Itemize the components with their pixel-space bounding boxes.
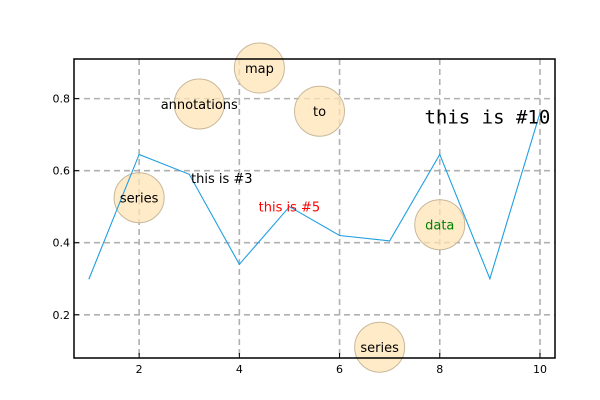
data-point	[539, 112, 541, 114]
data-point	[489, 278, 491, 280]
annotation-bubble	[233, 42, 285, 94]
y-tick-label: 0.6	[53, 165, 71, 178]
annotation-label: to	[313, 105, 326, 120]
annotation-bubble	[354, 321, 406, 373]
data-point	[88, 278, 90, 280]
y-tick-label: 0.2	[53, 309, 71, 322]
annotation-label: this is #3	[191, 172, 253, 187]
tick-layer: 2 4 6 8 10 0.2 0.4 0.6 0.8	[53, 93, 547, 376]
data-point	[238, 263, 240, 265]
data-point	[389, 240, 391, 242]
data-point	[138, 153, 140, 156]
annotation-layer: series annotations map to series data this is …	[120, 62, 550, 356]
bubble-layer	[113, 42, 466, 373]
annotation-label: this is #10	[424, 107, 550, 129]
y-tick-label: 0.4	[53, 237, 71, 250]
annotation-label: series	[120, 192, 159, 207]
data-point	[338, 234, 341, 237]
x-tick-label: 8	[436, 363, 443, 376]
series-line	[88, 112, 541, 281]
line-layer	[88, 112, 541, 281]
data-point	[439, 153, 441, 156]
x-tick-label: 10	[533, 363, 547, 376]
x-tick-label: 4	[236, 363, 243, 376]
annotation-bubble	[294, 85, 346, 137]
annotation-label: this is #5	[259, 201, 321, 216]
annotation-bubble	[414, 199, 466, 251]
annotation-label: map	[245, 62, 274, 77]
annotation-label: annotations	[161, 98, 238, 113]
data-point	[188, 173, 190, 175]
x-tick-label: 6	[336, 363, 343, 376]
data-point	[288, 206, 291, 208]
x-tick-label: 2	[136, 363, 143, 376]
plot-frame	[73, 58, 556, 359]
y-tick-label: 0.8	[53, 93, 71, 106]
annotation-label: data	[425, 219, 454, 234]
annotation-label: series	[360, 341, 399, 356]
annotation-bubble	[173, 78, 225, 130]
